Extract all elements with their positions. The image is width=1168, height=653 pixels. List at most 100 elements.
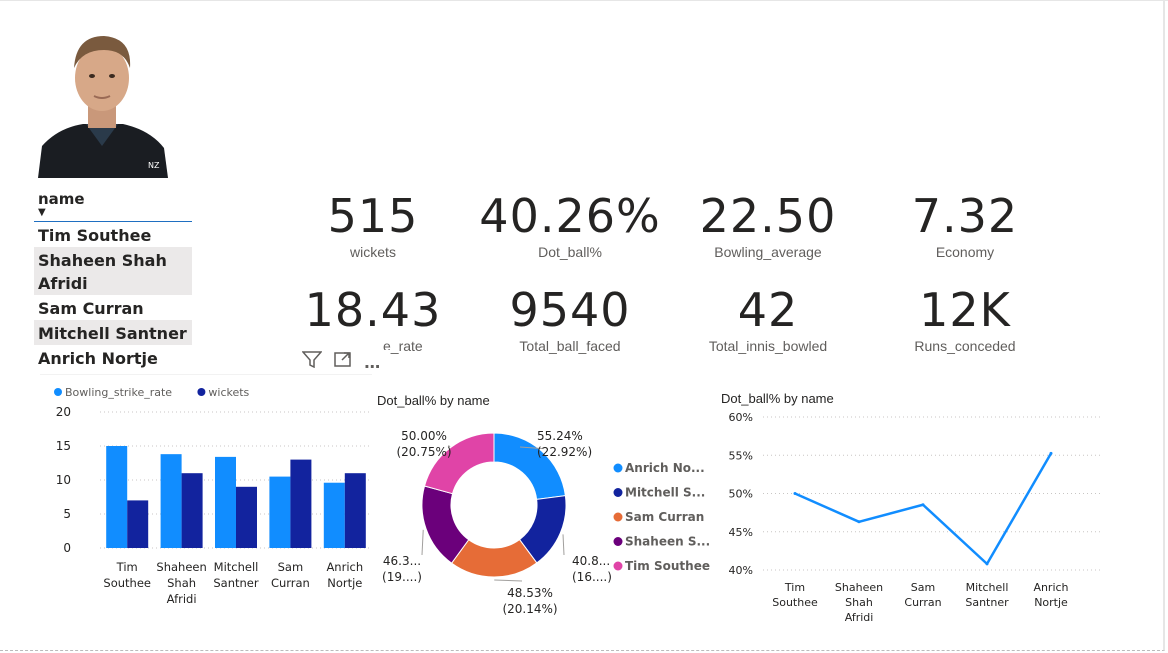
kpi-card-economy[interactable]: 7.32 Economy xyxy=(855,190,1075,260)
leader-line xyxy=(421,529,424,556)
donut-slice xyxy=(423,432,495,495)
data-label: (19....) xyxy=(382,570,422,584)
y-tick-label: 0 xyxy=(63,541,71,555)
data-point xyxy=(857,520,861,524)
data-label: 50.00% xyxy=(401,429,447,443)
slicer-item-mitchell-santner[interactable]: Mitchell Santner xyxy=(34,320,192,345)
x-tick-label: Tim xyxy=(784,581,805,594)
kpi-value: 7.32 xyxy=(911,189,1019,243)
kpi-card-strike-rate[interactable]: 18.43 e_rate xyxy=(263,284,483,354)
legend-marker xyxy=(613,512,623,522)
donut-title: Dot_ball% by name xyxy=(377,393,490,408)
leader-line xyxy=(562,534,565,556)
bar-wickets xyxy=(127,500,149,548)
bar-wickets xyxy=(344,473,366,548)
y-tick-label: 15 xyxy=(56,439,71,453)
legend-marker xyxy=(613,561,623,571)
kpi-value: 42 xyxy=(737,283,799,337)
y-tick-label: 60% xyxy=(729,411,753,424)
kpi-value: 22.50 xyxy=(699,189,837,243)
kpi-card-dot-ball[interactable]: 40.26% Dot_ball% xyxy=(460,190,680,260)
x-tick-label: Shah xyxy=(845,596,873,609)
y-tick-label: 20 xyxy=(56,405,71,419)
kpi-label: Bowling_average xyxy=(714,244,822,260)
chevron-down-icon[interactable]: ▼ xyxy=(38,207,46,218)
leader-line xyxy=(494,579,523,582)
top-border xyxy=(0,0,1168,1)
kpi-card-runs-conceded[interactable]: 12K Runs_conceded xyxy=(855,284,1075,354)
kpi-card-wickets[interactable]: 515 wickets xyxy=(263,190,483,260)
x-tick-label: Southee xyxy=(103,576,151,590)
x-tick-label: Anrich xyxy=(326,560,363,574)
bar-strike-rate xyxy=(215,456,236,548)
legend-marker xyxy=(613,537,623,546)
x-tick-label: Curran xyxy=(904,596,941,609)
slicer-item-sam-curran[interactable]: Sam Curran xyxy=(38,299,144,318)
data-label: 46.3... xyxy=(383,554,421,568)
kpi-value: 12K xyxy=(919,283,1011,337)
line-title-wrap: Dot_ball% by name xyxy=(721,388,834,407)
kpi-value: 515 xyxy=(327,189,419,243)
slicer-item-tim-southee[interactable]: Tim Southee xyxy=(38,226,152,245)
visual-header: … xyxy=(300,350,391,372)
x-tick-label: Mitchell xyxy=(214,560,259,574)
data-point xyxy=(793,492,797,495)
player-photo: NZ xyxy=(38,28,168,178)
data-point xyxy=(921,503,925,507)
x-tick-label: Shah xyxy=(167,576,196,590)
more-options-icon[interactable]: … xyxy=(364,353,383,372)
legend-marker xyxy=(54,388,62,396)
donut-title-wrap: Dot_ball% by name xyxy=(377,390,490,409)
donut-legend: Anrich No... Mitchell S... Sam Curran Shahe… xyxy=(613,461,710,573)
donut-chart[interactable]: 55.24% (22.92%) 40.8... (16....) 48.53% (20.1… xyxy=(372,415,712,625)
svg-text:NZ: NZ xyxy=(148,161,160,170)
y-tick-label: 55% xyxy=(729,449,753,462)
kpi-value: 9540 xyxy=(509,283,631,337)
y-tick-label: 45% xyxy=(729,526,753,539)
data-label: 55.24% xyxy=(537,429,583,443)
filter-icon[interactable] xyxy=(301,351,327,372)
x-tick-label: Sam xyxy=(911,581,935,594)
x-tick-label: Shaheen xyxy=(156,560,206,574)
bar-strike-rate xyxy=(106,446,128,548)
y-tick-label: 40% xyxy=(729,564,753,577)
x-tick-label: Santner xyxy=(213,576,259,590)
y-tick-label: 10 xyxy=(56,473,71,487)
data-label: 48.53% xyxy=(507,586,553,600)
y-tick-label: 50% xyxy=(729,488,753,501)
kpi-label: e_rate xyxy=(383,338,423,354)
legend-marker xyxy=(613,463,623,473)
bar-chart[interactable]: Bowling_strike_rate wickets 0 5 10 15 20 Tim S… xyxy=(40,374,372,614)
x-tick-label: Nortje xyxy=(327,576,362,590)
name-slicer[interactable]: name ▼ Tim Southee Shaheen Shah Afridi S… xyxy=(34,190,194,370)
legend-label: Mitchell S... xyxy=(625,486,705,500)
legend-label: Anrich No... xyxy=(625,461,705,475)
slicer-item-anrich-nortje[interactable]: Anrich Nortje xyxy=(38,349,158,368)
data-label: (20.75%) xyxy=(396,445,451,459)
bar-strike-rate xyxy=(160,454,182,548)
line-title: Dot_ball% by name xyxy=(721,391,834,406)
kpi-card-total-innis-bowled[interactable]: 42 Total_innis_bowled xyxy=(658,284,878,354)
data-point xyxy=(1049,451,1053,455)
slicer-item-shaheen-shah-afridi[interactable]: Shaheen Shah Afridi xyxy=(34,247,192,295)
kpi-label: Dot_ball% xyxy=(538,244,602,260)
kpi-card-bowling-average[interactable]: 22.50 Bowling_average xyxy=(658,190,878,260)
legend-label: wickets xyxy=(208,386,249,399)
slicer-underline xyxy=(34,221,192,222)
focus-mode-icon[interactable] xyxy=(333,352,358,372)
data-label: (20.14%) xyxy=(502,602,557,616)
kpi-value: 18.43 xyxy=(304,283,442,337)
legend-marker xyxy=(197,388,206,396)
legend-label: Shaheen S... xyxy=(625,535,710,549)
bar-strike-rate xyxy=(323,482,345,548)
x-tick-label: Santner xyxy=(965,596,1009,609)
data-point xyxy=(985,562,989,566)
kpi-card-total-ball-faced[interactable]: 9540 Total_ball_faced xyxy=(460,284,680,354)
bar-wickets xyxy=(181,473,203,548)
x-tick-label: Afridi xyxy=(167,592,197,606)
x-tick-label: Anrich xyxy=(1033,581,1068,594)
line-chart[interactable]: 40% 45% 50% 55% 60% Tim Southee Shaheen Shah Afr… xyxy=(718,405,1118,630)
x-tick-label: Curran xyxy=(271,576,310,590)
leader-line xyxy=(448,445,451,448)
legend-label: Sam Curran xyxy=(625,510,704,524)
